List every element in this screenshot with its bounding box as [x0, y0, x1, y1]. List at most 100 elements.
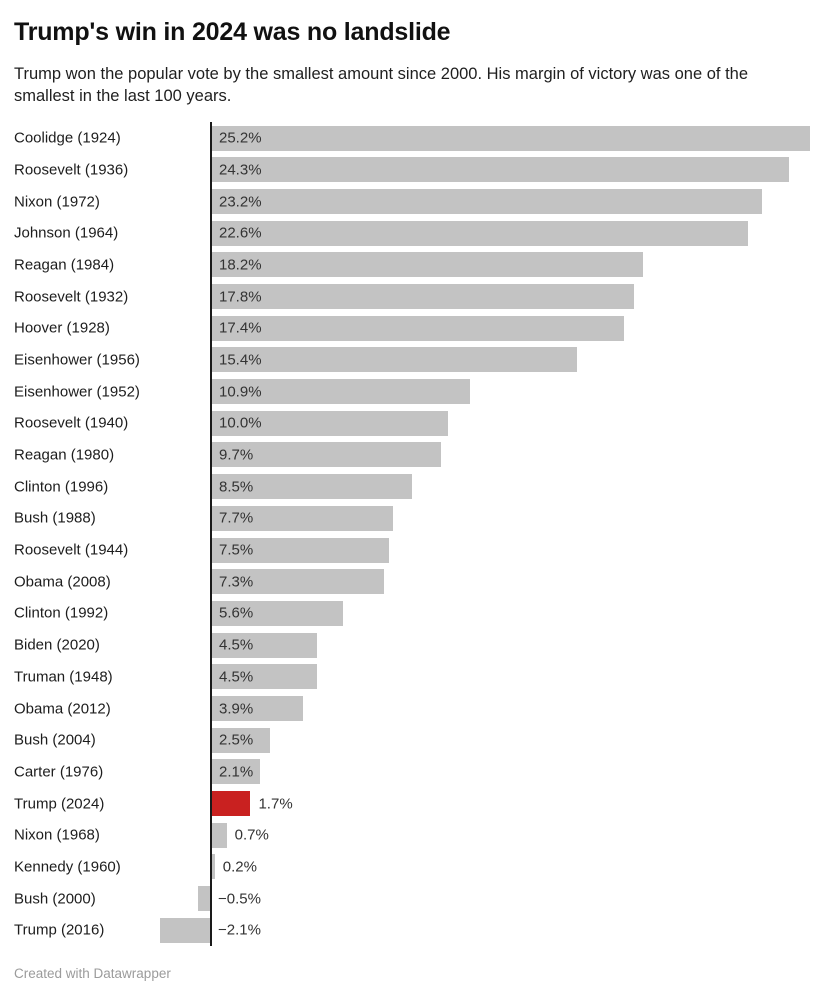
value-label: 4.5%: [219, 668, 254, 686]
bar: [210, 695, 303, 721]
category-label: Reagan (1980): [14, 446, 115, 464]
bar: [160, 917, 210, 943]
category-label: Roosevelt (1944): [14, 541, 129, 559]
category-label: Nixon (1972): [14, 193, 100, 210]
bar-row: Reagan (1980) 9.7%: [14, 439, 810, 471]
category-label: Kennedy (1960): [14, 858, 121, 876]
bar-row: Clinton (1992) 5.6%: [14, 598, 810, 630]
bar: [210, 220, 749, 246]
bar-row: Carter (1976) 2.1%: [14, 756, 810, 788]
category-label: Roosevelt (1936): [14, 161, 129, 179]
bar-row: Nixon (1972) 23.2%: [14, 186, 810, 218]
bar: [210, 537, 389, 563]
bar: [198, 886, 210, 912]
bar: [210, 157, 789, 183]
category-label: Clinton (1992): [14, 604, 109, 622]
bar-row: Truman (1948) 4.5%: [14, 661, 810, 693]
category-label: Carter (1976): [14, 763, 104, 781]
bar-row: Trump (2024) 1.7%: [14, 788, 810, 820]
bar-row: Roosevelt (1940) 10.0%: [14, 407, 810, 439]
bar: [210, 284, 634, 310]
value-label: 9.7%: [219, 446, 254, 464]
bar-row: Coolidge (1924) 25.2%: [14, 122, 810, 154]
category-label: Coolidge (1924): [14, 129, 121, 147]
value-label: 10.0%: [219, 414, 262, 432]
bar: [210, 664, 318, 690]
category-label: Reagan (1984): [14, 256, 115, 274]
value-label: 17.4%: [219, 319, 262, 337]
value-label: 10.9%: [219, 383, 262, 401]
bar: [210, 188, 763, 214]
value-label: 7.3%: [219, 573, 254, 591]
value-label: 0.7%: [234, 826, 269, 844]
bar: [210, 315, 625, 341]
value-label: 15.4%: [219, 351, 262, 369]
bar: [210, 347, 577, 373]
category-label: Biden (2020): [14, 636, 100, 654]
bar-row: Bush (2004) 2.5%: [14, 724, 810, 756]
value-label: 17.8%: [219, 288, 262, 306]
value-label: 24.3%: [219, 161, 262, 179]
category-label: Roosevelt (1940): [14, 414, 129, 432]
value-label: 2.5%: [219, 731, 254, 749]
value-label: 4.5%: [219, 636, 254, 654]
value-label: 1.7%: [258, 795, 293, 813]
bar: [210, 854, 215, 880]
bar-row: Bush (1988) 7.7%: [14, 503, 810, 535]
bar-row: Hoover (1928) 17.4%: [14, 312, 810, 344]
category-label: Trump (2016): [14, 921, 105, 939]
bar-row: Roosevelt (1932) 17.8%: [14, 281, 810, 313]
bar-row: Trump (2016) −2.1%: [14, 914, 810, 946]
bar: [210, 727, 270, 753]
chart-title: Trump's win in 2024 was no landslide: [14, 18, 451, 46]
bar: [210, 600, 344, 626]
category-label: Nixon (1968): [14, 826, 100, 844]
bar-row: Eisenhower (1952) 10.9%: [14, 376, 810, 408]
bar: [210, 442, 441, 468]
category-label: Roosevelt (1932): [14, 288, 129, 306]
bar: [210, 822, 227, 848]
category-label: Johnson (1964): [14, 224, 119, 242]
bar-row: Eisenhower (1956) 15.4%: [14, 344, 810, 376]
category-label: Hoover (1928): [14, 319, 110, 337]
value-label: 23.2%: [219, 193, 262, 210]
bar: [210, 474, 413, 500]
value-label: −2.1%: [218, 921, 261, 939]
chart-subtitle: Trump won the popular vote by the smalle…: [14, 64, 749, 106]
category-label: Bush (1988): [14, 509, 96, 527]
value-label: 7.5%: [219, 541, 254, 559]
category-label: Eisenhower (1956): [14, 351, 140, 369]
bar-row: Obama (2008) 7.3%: [14, 566, 810, 598]
value-label: −0.5%: [218, 890, 261, 908]
value-label: 7.7%: [219, 509, 254, 527]
bar: [210, 569, 384, 595]
bar-row: Reagan (1984) 18.2%: [14, 249, 810, 281]
category-label: Obama (2008): [14, 573, 111, 591]
category-label: Obama (2012): [14, 700, 111, 717]
bar-row: Kennedy (1960) 0.2%: [14, 851, 810, 883]
value-label: 8.5%: [219, 478, 254, 496]
bar-row: Johnson (1964) 22.6%: [14, 217, 810, 249]
value-label: 3.9%: [219, 700, 254, 717]
datawrapper-attribution: Created with Datawrapper: [14, 966, 171, 982]
bar: [210, 410, 449, 436]
zero-baseline-axis: [210, 122, 212, 947]
value-label: 22.6%: [219, 224, 262, 242]
value-label: 18.2%: [219, 256, 262, 274]
value-label: 0.2%: [222, 858, 257, 876]
category-label: Truman (1948): [14, 668, 113, 686]
bar-highlighted: [210, 791, 251, 817]
bar: [210, 125, 810, 151]
bar-row: Nixon (1968) 0.7%: [14, 819, 810, 851]
bar-chart: Coolidge (1924) 25.2% Roosevelt (1936) 24.3…: [14, 122, 810, 947]
category-label: Bush (2000): [14, 890, 96, 908]
category-label: Eisenhower (1952): [14, 383, 140, 401]
bar: [210, 632, 318, 658]
bar-row: Clinton (1996) 8.5%: [14, 471, 810, 503]
bar: [210, 379, 470, 405]
bar-row: Roosevelt (1936) 24.3%: [14, 154, 810, 186]
value-label: 25.2%: [219, 129, 262, 147]
bar-row: Bush (2000) −0.5%: [14, 883, 810, 915]
bar: [210, 759, 260, 785]
